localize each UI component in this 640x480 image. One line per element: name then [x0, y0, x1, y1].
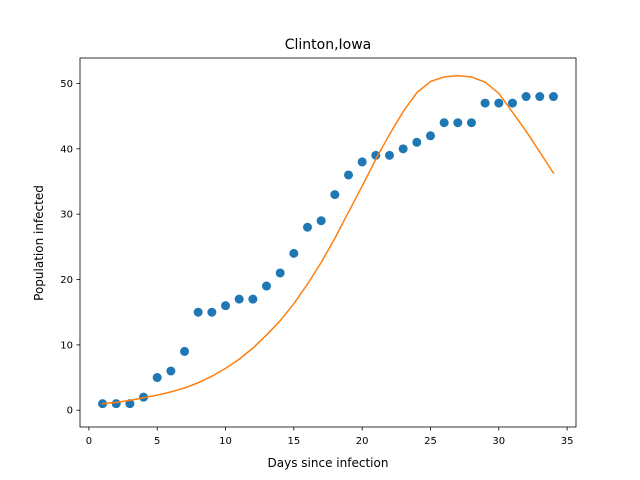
data-point [248, 294, 258, 304]
data-point [439, 118, 449, 128]
data-point [234, 294, 244, 304]
chart-title: Clinton,Iowa [285, 37, 372, 53]
plot-area [98, 74, 558, 409]
data-point [412, 137, 422, 147]
data-point [330, 190, 340, 200]
data-point [193, 307, 203, 317]
y-axis-label: Population infected [32, 185, 46, 301]
data-point [262, 281, 272, 291]
data-point [371, 150, 381, 160]
x-tick-label: 25 [424, 436, 437, 447]
y-tick-label: 40 [60, 144, 73, 155]
data-point [494, 98, 504, 108]
data-point [466, 118, 476, 128]
x-tick-label: 10 [219, 436, 232, 447]
data-point [507, 98, 517, 108]
data-point [398, 144, 408, 154]
data-point [207, 307, 217, 317]
y-tick-label: 20 [60, 275, 73, 286]
x-axis-label: Days since infection [268, 456, 389, 470]
data-point [344, 170, 353, 180]
x-tick-label: 20 [356, 436, 369, 447]
data-point [535, 92, 545, 102]
x-tick-label: 30 [492, 436, 505, 447]
y-tick-label: 50 [60, 79, 73, 90]
y-tick-label: 0 [67, 406, 73, 417]
data-point [289, 248, 299, 258]
data-point [316, 216, 326, 226]
fit-curve-line [101, 74, 555, 405]
y-tick-label: 10 [60, 340, 73, 351]
axes-frame [79, 57, 577, 428]
data-point [480, 98, 490, 108]
data-point [221, 301, 231, 311]
data-point [152, 373, 162, 383]
x-tick-label: 35 [561, 436, 574, 447]
axes: 0 5 10 15 20 25 30 35 0 10 20 30 40 50 [60, 57, 577, 447]
y-tick-label: 30 [60, 210, 73, 221]
data-point [166, 366, 176, 376]
x-tick-label: 0 [86, 436, 92, 447]
data-point [453, 118, 463, 128]
data-point [180, 346, 190, 356]
x-tick-label: 15 [287, 436, 300, 447]
data-point [357, 157, 367, 167]
data-point [275, 268, 285, 278]
x-tick-label: 5 [154, 436, 160, 447]
data-point [384, 150, 394, 160]
data-point [521, 92, 531, 102]
data-point [425, 131, 435, 141]
data-point [303, 222, 312, 232]
plot-clip-group [98, 74, 558, 409]
data-point [548, 92, 558, 102]
data-point [111, 399, 121, 409]
